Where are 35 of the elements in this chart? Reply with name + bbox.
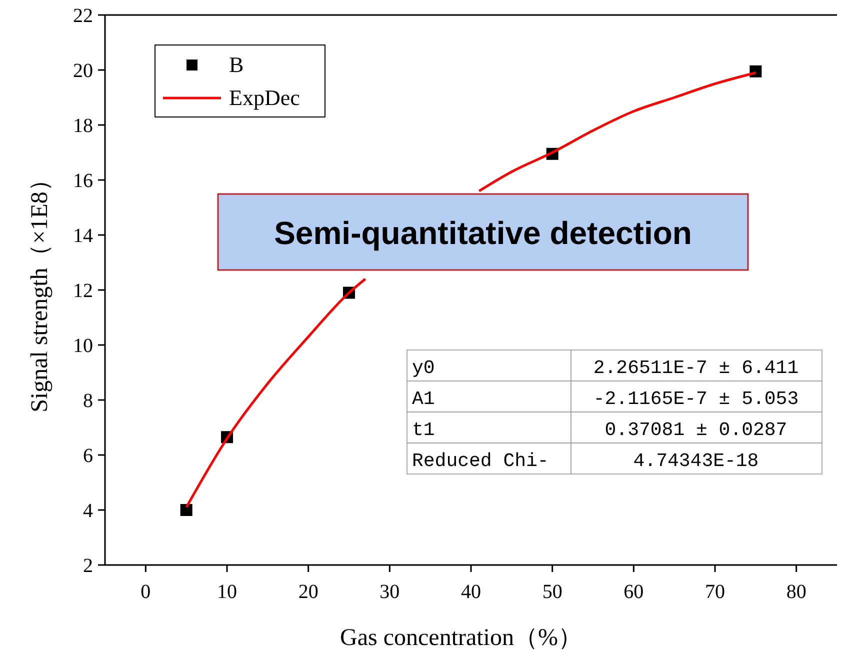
text-box: Semi-quantitative detection — [217, 193, 749, 271]
x-axis-title: Gas concentration（%） — [340, 625, 582, 650]
annotation: -2.1165E-7 ± 5.053 — [593, 388, 799, 410]
x-tick-label: 0 — [140, 581, 151, 603]
y-tick-label: 12 — [73, 280, 93, 302]
y-tick-label: 20 — [73, 60, 93, 82]
x-tick-label: 20 — [298, 581, 318, 603]
annotation: Semi-quantitative detection — [274, 215, 692, 251]
x-tick-label: 80 — [786, 581, 806, 603]
y-tick-label: 22 — [73, 5, 93, 27]
y-tick-label: 10 — [73, 335, 93, 357]
annotation: 0.37081 ± 0.0287 — [604, 419, 788, 441]
annotation: Reduced Chi- — [412, 450, 549, 472]
point — [180, 504, 192, 516]
x-tick-label: 10 — [217, 581, 237, 603]
x-tick-label: 60 — [624, 581, 644, 603]
y-tick-label: 8 — [83, 390, 93, 412]
y-tick-label: 6 — [83, 445, 93, 467]
y-tick-label: 16 — [73, 170, 93, 192]
x-tick-label: 30 — [380, 581, 400, 603]
annotation: A1 — [412, 388, 435, 410]
y-axis-title: Signal strength（×1E8） — [27, 168, 53, 412]
legend-label: B — [229, 52, 244, 77]
x-tick-label: 50 — [542, 581, 562, 603]
annotation: y0 — [412, 357, 435, 379]
x-tick-label: 70 — [705, 581, 725, 603]
annotation: 2.26511E-7 ± 6.411 — [593, 357, 799, 379]
legend-label: ExpDec — [229, 85, 300, 110]
y-tick-label: 4 — [83, 500, 93, 522]
x-tick-label: 40 — [461, 581, 481, 603]
annotation: 4.74343E-18 — [633, 450, 759, 472]
y-tick-label: 18 — [73, 115, 93, 137]
y-tick-label: 2 — [83, 555, 93, 577]
y-tick-label: 14 — [73, 225, 93, 247]
annotation: t1 — [412, 419, 435, 441]
